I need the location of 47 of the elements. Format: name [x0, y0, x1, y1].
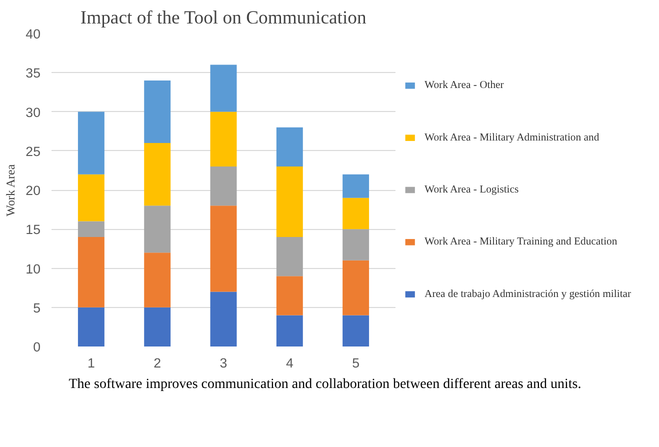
x-tick-label: 1	[87, 356, 95, 370]
bar	[144, 206, 171, 253]
y-tick-label: 0	[33, 340, 41, 354]
y-tick-label: 40	[26, 26, 41, 42]
bar	[210, 112, 237, 167]
y-tick-label: 5	[33, 300, 41, 316]
bar	[78, 174, 104, 222]
bar	[78, 307, 104, 346]
y-axis-title: Work Area	[4, 164, 18, 216]
x-tick-label: 3	[220, 356, 228, 370]
bar	[342, 229, 370, 260]
bar	[144, 307, 171, 346]
chart-title: Impact of the Tool on Communication	[80, 8, 367, 28]
bar	[78, 112, 104, 174]
bar	[144, 80, 171, 144]
bar	[144, 143, 171, 206]
bar	[210, 292, 237, 346]
bar	[210, 64, 237, 112]
y-tick-label: 35	[26, 66, 41, 81]
legend-label: Work Area - Military Administration and	[424, 132, 600, 144]
bar	[342, 198, 370, 230]
bar	[342, 174, 370, 198]
bar	[210, 166, 237, 206]
y-tick-label: 30	[26, 104, 41, 120]
bar	[276, 127, 303, 167]
bar	[210, 206, 237, 292]
x-tick-label: 4	[286, 356, 294, 370]
bar	[78, 236, 104, 308]
bar	[276, 276, 303, 316]
legend-label: Area de trabajo Administración y gestión militar	[424, 288, 632, 300]
y-tick-label: 15	[26, 222, 41, 238]
legend-label: Work Area - Military Training and Education	[424, 236, 618, 248]
bar	[276, 166, 303, 237]
y-tick-label: 20	[26, 183, 41, 198]
bar	[342, 260, 370, 316]
legend-label: Work Area - Other	[424, 80, 504, 92]
x-tick-label: 5	[352, 356, 360, 370]
y-tick-label: 10	[26, 261, 41, 276]
bar	[144, 252, 171, 308]
bar	[276, 315, 303, 346]
bar	[276, 236, 303, 276]
legend-label: Work Area - Logistics	[424, 184, 519, 196]
text: The software improves communication and collaboration between different areas and units.	[68, 376, 582, 394]
x-tick-label: 2	[154, 356, 162, 370]
y-tick-label: 25	[26, 144, 41, 159]
bar	[342, 315, 370, 346]
bar	[78, 221, 104, 237]
